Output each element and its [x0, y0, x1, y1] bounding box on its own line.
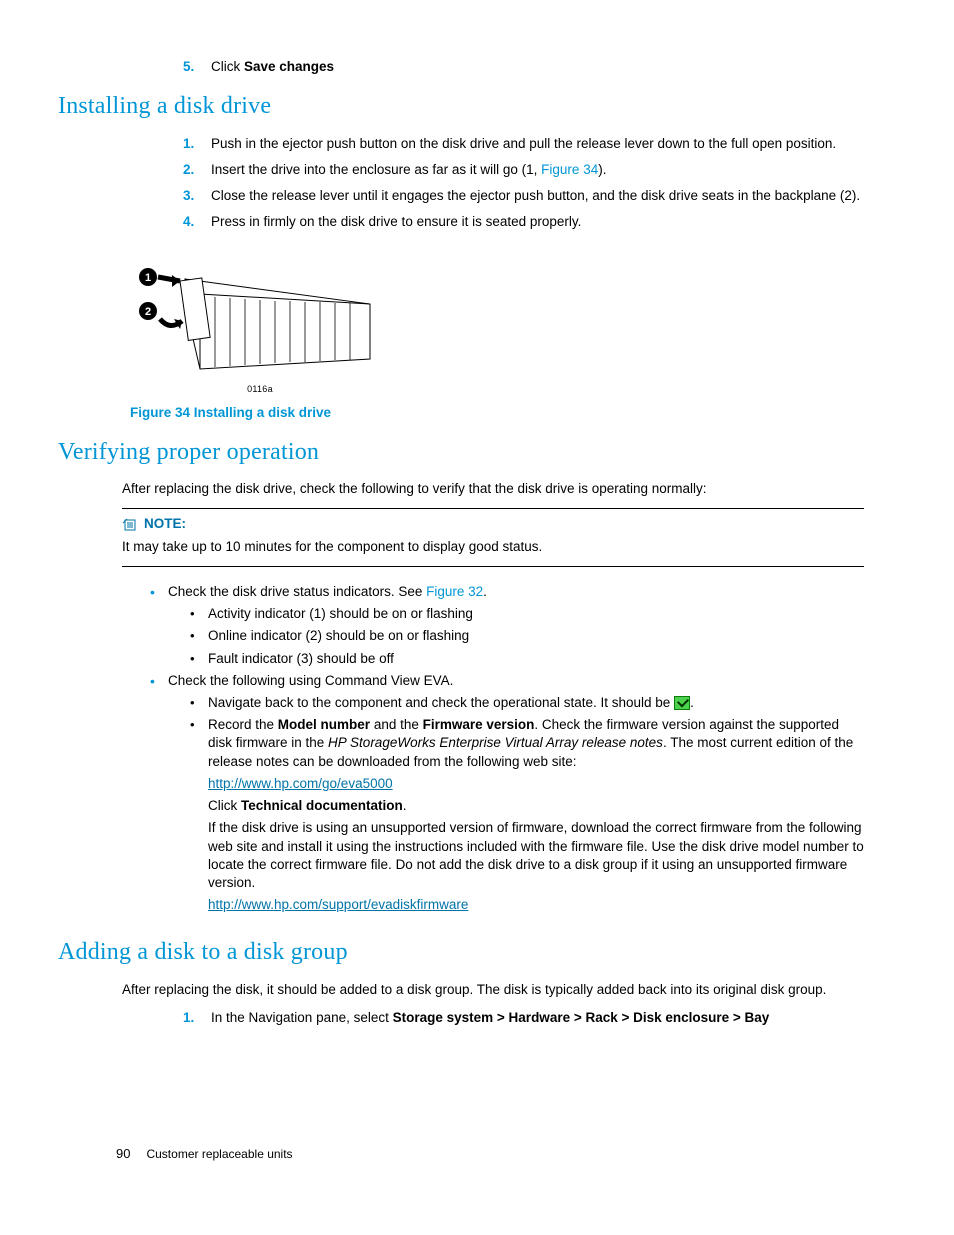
release-notes-title: HP StorageWorks Enterprise Virtual Array…: [328, 735, 663, 750]
adding-intro: After replacing the disk, it should be a…: [122, 981, 864, 999]
install-step-2: 2. Insert the drive into the enclosure a…: [183, 161, 864, 179]
indicator-sublist: Activity indicator (1) should be on or f…: [190, 605, 864, 668]
install-step-1: 1. Push in the ejector push button on th…: [183, 135, 864, 153]
navigation-path: Storage system > Hardware > Rack > Disk …: [393, 1010, 770, 1025]
adding-steps: 1. In the Navigation pane, select Storag…: [183, 1009, 864, 1027]
step-5: 5. Click Save changes: [183, 58, 864, 76]
bullet-text: Check the following using Command View E…: [168, 673, 453, 688]
step-number: 4.: [183, 213, 194, 231]
verify-bullets: Check the disk drive status indicators. …: [150, 583, 864, 915]
figure-34-xref[interactable]: Figure 34: [541, 162, 598, 177]
heading-adding-disk: Adding a disk to a disk group: [58, 936, 864, 968]
step-text-pre: Insert the drive into the enclosure as f…: [211, 162, 541, 177]
bullet-text-post: .: [483, 584, 487, 599]
sub-text-pre: Navigate back to the component and check…: [208, 695, 674, 710]
step-number: 1.: [183, 1009, 194, 1027]
continued-steps: 5. Click Save changes: [183, 58, 864, 76]
figure-32-xref[interactable]: Figure 32: [426, 584, 483, 599]
evadiskfirmware-link[interactable]: http://www.hp.com/support/evadiskfirmwar…: [208, 897, 468, 912]
adding-step-1: 1. In the Navigation pane, select Storag…: [183, 1009, 864, 1027]
step-text-pre: In the Navigation pane, select: [211, 1010, 393, 1025]
save-changes-label: Save changes: [244, 59, 334, 74]
bullet-status-indicators: Check the disk drive status indicators. …: [150, 583, 864, 668]
sub-online: Online indicator (2) should be on or fla…: [190, 627, 864, 645]
firmware-instructions: If the disk drive is using an unsupporte…: [208, 819, 864, 892]
note-icon: [122, 518, 138, 532]
step-text: Close the release lever until it engages…: [211, 188, 860, 203]
command-view-sublist: Navigate back to the component and check…: [190, 694, 864, 914]
step-number: 5.: [183, 58, 194, 76]
technical-documentation-label: Technical documentation: [241, 798, 403, 813]
bullet-command-view: Check the following using Command View E…: [150, 672, 864, 915]
install-steps: 1. Push in the ejector push button on th…: [183, 135, 864, 232]
step-text: Push in the ejector push button on the d…: [211, 136, 836, 151]
step-text-pre: Click: [211, 59, 244, 74]
step-text: Press in firmly on the disk drive to ens…: [211, 214, 581, 229]
figure-34: 1 2 0116a: [130, 249, 864, 395]
click-pre: Click: [208, 798, 241, 813]
t1: Record the: [208, 717, 278, 732]
step-number: 2.: [183, 161, 194, 179]
sub-record-firmware: Record the Model number and the Firmware…: [190, 716, 864, 914]
note-rule-top: [122, 508, 864, 509]
figure-34-title: Figure 34 Installing a disk drive: [130, 404, 864, 422]
svg-text:2: 2: [145, 306, 151, 318]
sub-activity: Activity indicator (1) should be on or f…: [190, 605, 864, 623]
eva5000-link[interactable]: http://www.hp.com/go/eva5000: [208, 776, 393, 791]
disk-drive-illustration: 1 2: [130, 249, 390, 379]
bullet-text-pre: Check the disk drive status indicators. …: [168, 584, 426, 599]
footer-title: Customer replaceable units: [146, 1146, 292, 1162]
sub-text-post: .: [690, 695, 694, 710]
ok-status-icon: [674, 696, 690, 710]
click-post: .: [403, 798, 407, 813]
step-number: 1.: [183, 135, 194, 153]
step-number: 3.: [183, 187, 194, 205]
note-rule-bottom: [122, 566, 864, 567]
heading-verifying-operation: Verifying proper operation: [58, 436, 864, 468]
heading-installing-disk-drive: Installing a disk drive: [58, 90, 864, 122]
verify-intro: After replacing the disk drive, check th…: [122, 480, 864, 498]
sub-fault: Fault indicator (3) should be off: [190, 650, 864, 668]
step-text-post: ).: [598, 162, 606, 177]
note-body: It may take up to 10 minutes for the com…: [122, 538, 864, 556]
sub-navigate: Navigate back to the component and check…: [190, 694, 864, 712]
note-label: NOTE:: [122, 515, 864, 533]
page-number: 90: [116, 1145, 130, 1163]
note-label-text: NOTE:: [144, 515, 186, 533]
install-step-3: 3. Close the release lever until it enga…: [183, 187, 864, 205]
svg-text:1: 1: [145, 272, 151, 284]
install-step-4: 4. Press in firmly on the disk drive to …: [183, 213, 864, 231]
page-footer: 90 Customer replaceable units: [116, 1145, 293, 1163]
t2: and the: [370, 717, 423, 732]
firmware-version-label: Firmware version: [423, 717, 535, 732]
model-number-label: Model number: [278, 717, 370, 732]
figure-code: 0116a: [130, 383, 390, 395]
